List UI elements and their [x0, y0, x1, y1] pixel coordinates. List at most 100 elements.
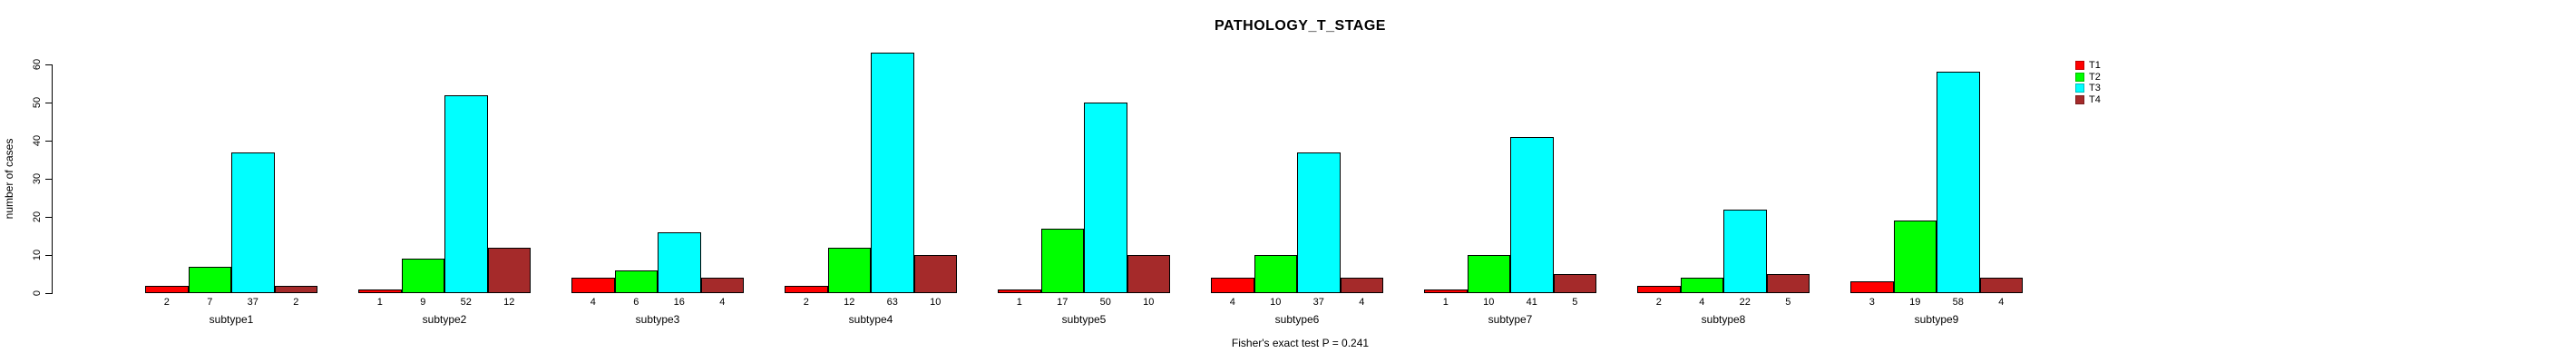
category-label-subtype9: subtype9	[1914, 313, 1959, 326]
bar-subtype5-T1	[998, 289, 1041, 293]
fisher-test-annotation: Fisher's exact test P = 0.241	[1231, 337, 1370, 349]
bar-subtype4-T1	[785, 285, 828, 293]
bar-value-label-subtype3-T1: 4	[590, 297, 596, 308]
bar-value-label-subtype7-T1: 1	[1442, 297, 1449, 308]
bar-subtype6-T2	[1254, 255, 1297, 293]
bar-subtype6-T1	[1211, 278, 1254, 293]
bar-value-label-subtype5-T2: 17	[1057, 297, 1068, 308]
bar-subtype9-T1	[1850, 281, 1894, 293]
y-tick-label: 10	[32, 249, 43, 261]
y-tick	[45, 64, 52, 65]
bar-subtype7-T2	[1467, 255, 1510, 293]
bar-value-label-subtype2-T4: 12	[503, 297, 515, 308]
bar-value-label-subtype2-T2: 9	[420, 297, 426, 308]
legend-label-T1: T1	[2089, 60, 2101, 71]
bar-subtype7-T3	[1510, 136, 1554, 293]
bar-subtype2-T2	[401, 259, 444, 293]
bar-subtype3-T1	[571, 278, 615, 293]
legend-label-T3: T3	[2089, 83, 2101, 94]
bar-subtype1-T1	[145, 285, 189, 293]
bar-value-label-subtype2-T3: 52	[460, 297, 472, 308]
legend-swatch-T3	[2075, 83, 2084, 93]
bar-value-label-subtype5-T1: 1	[1016, 297, 1022, 308]
bar-subtype6-T4	[1340, 278, 1383, 293]
bar-value-label-subtype3-T3: 16	[673, 297, 685, 308]
category-label-subtype5: subtype5	[1061, 313, 1107, 326]
bar-value-label-subtype2-T1: 1	[376, 297, 383, 308]
bar-value-label-subtype6-T4: 4	[1359, 297, 1365, 308]
bar-subtype7-T1	[1424, 289, 1468, 293]
bar-subtype4-T4	[913, 255, 957, 293]
y-tick	[45, 216, 52, 218]
bar-subtype8-T2	[1680, 278, 1723, 293]
bar-value-label-subtype9-T2: 19	[1909, 297, 1921, 308]
category-label-subtype3: subtype3	[635, 313, 680, 326]
bar-value-label-subtype7-T4: 5	[1572, 297, 1578, 308]
legend-label-T4: T4	[2089, 94, 2101, 106]
y-tick-label: 20	[32, 211, 43, 223]
bar-subtype5-T2	[1040, 228, 1084, 293]
bar-value-label-subtype5-T4: 10	[1143, 297, 1155, 308]
bar-value-label-subtype3-T2: 6	[633, 297, 639, 308]
bar-value-label-subtype6-T2: 10	[1270, 297, 1282, 308]
bar-value-label-subtype3-T4: 4	[719, 297, 726, 308]
bar-value-label-subtype4-T4: 10	[930, 297, 942, 308]
bar-subtype7-T4	[1553, 274, 1596, 293]
bar-subtype6-T3	[1297, 152, 1341, 293]
y-tick-label: 0	[32, 289, 43, 297]
bar-value-label-subtype1-T1: 2	[163, 297, 170, 308]
bar-subtype9-T4	[1979, 278, 2023, 293]
legend-swatch-T1	[2075, 61, 2084, 70]
y-axis-line	[52, 64, 53, 294]
bar-value-label-subtype9-T3: 58	[1952, 297, 1964, 308]
y-tick-label: 50	[32, 96, 43, 109]
bar-value-label-subtype6-T3: 37	[1312, 297, 1324, 308]
bar-subtype9-T2	[1893, 221, 1937, 293]
y-tick	[45, 178, 52, 180]
bar-value-label-subtype1-T4: 2	[293, 297, 299, 308]
bar-subtype1-T3	[231, 152, 275, 293]
bar-subtype4-T2	[827, 247, 871, 293]
bar-subtype9-T3	[1937, 72, 1980, 293]
bar-subtype4-T3	[871, 53, 914, 293]
bar-subtype2-T4	[487, 247, 531, 293]
bar-subtype5-T4	[1127, 255, 1170, 293]
legend-swatch-T4	[2075, 95, 2084, 105]
bar-subtype3-T4	[700, 278, 744, 293]
bar-value-label-subtype5-T3: 50	[1099, 297, 1111, 308]
category-label-subtype4: subtype4	[848, 313, 893, 326]
bar-subtype3-T2	[614, 270, 658, 293]
bar-value-label-subtype8-T4: 5	[1785, 297, 1791, 308]
category-label-subtype8: subtype8	[1701, 313, 1746, 326]
y-tick	[45, 292, 52, 294]
bar-value-label-subtype4-T2: 12	[844, 297, 855, 308]
y-tick-label: 30	[32, 172, 43, 185]
bar-subtype2-T3	[444, 94, 488, 293]
bar-value-label-subtype7-T2: 10	[1483, 297, 1495, 308]
bar-value-label-subtype4-T3: 63	[886, 297, 898, 308]
y-tick-label: 60	[32, 58, 43, 71]
bar-value-label-subtype9-T1: 3	[1869, 297, 1875, 308]
bar-subtype8-T3	[1723, 209, 1767, 293]
category-label-subtype6: subtype6	[1274, 313, 1320, 326]
bar-subtype2-T1	[358, 289, 402, 293]
category-label-subtype7: subtype7	[1488, 313, 1533, 326]
y-axis-label: number of cases	[3, 138, 15, 220]
category-label-subtype2: subtype2	[422, 313, 467, 326]
chart-title: PATHOLOGY_T_STAGE	[1215, 18, 1386, 34]
bar-value-label-subtype1-T3: 37	[247, 297, 259, 308]
bar-subtype3-T3	[658, 231, 701, 293]
bar-value-label-subtype7-T3: 41	[1526, 297, 1537, 308]
y-tick	[45, 254, 52, 256]
bar-value-label-subtype8-T1: 2	[1655, 297, 1662, 308]
bar-value-label-subtype4-T1: 2	[803, 297, 809, 308]
bar-value-label-subtype6-T1: 4	[1229, 297, 1235, 308]
bar-subtype1-T2	[188, 266, 231, 293]
legend-label-T2: T2	[2089, 71, 2101, 83]
bar-subtype8-T4	[1766, 274, 1810, 293]
bar-subtype8-T1	[1637, 285, 1681, 293]
bar-value-label-subtype9-T4: 4	[1998, 297, 2005, 308]
bar-value-label-subtype8-T3: 22	[1739, 297, 1751, 308]
y-tick	[45, 140, 52, 142]
